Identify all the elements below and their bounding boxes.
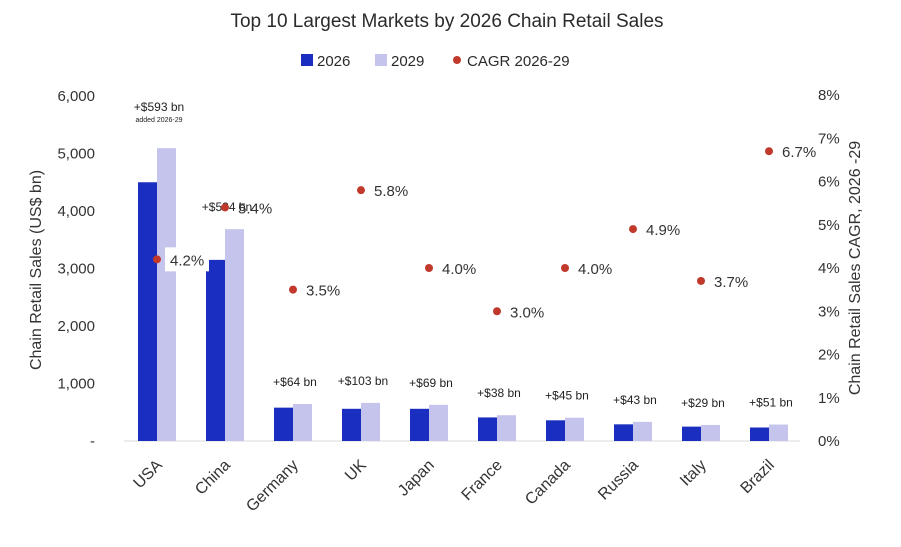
category-label-russia: Russia <box>595 457 642 504</box>
cagr-dot-italy <box>697 276 705 285</box>
bar-2029-uk <box>361 402 380 441</box>
y-tick-label: 5,000 <box>57 146 95 163</box>
cagr-dot-usa <box>153 255 161 264</box>
chart-title: Top 10 Largest Markets by 2026 Chain Ret… <box>230 11 663 32</box>
category-label-canada: Canada <box>522 457 574 509</box>
bar-2026-italy <box>682 426 701 441</box>
category-label-italy: Italy <box>677 457 710 490</box>
y-tick-label: 3,000 <box>57 261 95 278</box>
bar-2026-japan <box>410 408 429 441</box>
y2-tick-label: 0% <box>818 433 840 450</box>
cagr-dot-canada <box>561 264 569 272</box>
y2-tick-label: 7% <box>818 130 840 147</box>
cagr-series: 4.2% 5.4% 3.5% 5.8% 4.0% 3.0% 4.0% 4.9% 3.7% 6.7% <box>153 144 816 321</box>
bar-2029-russia <box>633 421 652 441</box>
y2-axis-label: Chain Retail Sales CAGR, 2026 -29 <box>847 141 864 395</box>
bar-2029-china <box>225 229 244 441</box>
annotation-usa: +$593 bn <box>134 100 184 114</box>
y-tick-label: 2,000 <box>57 318 95 335</box>
category-label-uk: UK <box>342 457 370 485</box>
category-label-china: China <box>192 457 234 499</box>
y2-tick-label: 5% <box>818 217 840 234</box>
cagr-dot-china <box>221 203 229 212</box>
annotation-uk: +$103 bn <box>338 374 388 388</box>
category-label-japan: Japan <box>395 457 438 500</box>
y2-tick-label: 4% <box>818 260 840 277</box>
bar-2026-usa <box>138 182 157 441</box>
y-tick-label: 1,000 <box>57 376 95 393</box>
bar-2029-usa <box>157 148 176 441</box>
bar-2026-uk <box>342 408 361 441</box>
legend-swatch-cagr <box>453 56 461 64</box>
bar-2029-germany <box>293 403 312 441</box>
cagr-label-canada: 4.0% <box>578 261 612 278</box>
y-tick-label: 6,000 <box>57 88 95 105</box>
bar-2026-germany <box>274 407 293 441</box>
y-axis-ticks: - 1,000 2,000 3,000 4,000 5,000 6,000 <box>57 88 95 450</box>
cagr-label-france: 3.0% <box>510 304 544 321</box>
y2-tick-label: 1% <box>818 390 840 407</box>
legend: 2026 2029 CAGR 2026-29 <box>301 53 570 70</box>
legend-label-cagr: CAGR 2026-29 <box>467 53 570 70</box>
legend-label-2026: 2026 <box>317 53 350 70</box>
y2-tick-label: 3% <box>818 303 840 320</box>
bar-2029-japan <box>429 404 448 441</box>
cagr-label-bg-usa <box>165 247 209 272</box>
annotation-brazil: +$51 bn <box>749 396 793 410</box>
y-tick-label: 4,000 <box>57 203 95 220</box>
cagr-label-usa: 4.2% <box>170 252 204 269</box>
bar-2029-canada <box>565 417 584 441</box>
category-label-brazil: Brazil <box>738 457 778 497</box>
y2-tick-label: 8% <box>818 87 840 104</box>
y2-tick-label: 6% <box>818 174 840 191</box>
cagr-label-japan: 4.0% <box>442 261 476 278</box>
cagr-dot-france <box>493 307 501 316</box>
cagr-dot-germany <box>289 285 297 294</box>
annotation-italy: +$29 bn <box>681 396 725 410</box>
bar-2026-russia <box>614 424 633 441</box>
annotation-note: added 2026-29 <box>135 117 182 124</box>
annotation-canada: +$45 bn <box>545 389 589 403</box>
cagr-label-italy: 3.7% <box>714 274 748 291</box>
bar-2029-italy <box>701 424 720 441</box>
category-label-france: France <box>459 457 506 504</box>
cagr-dot-russia <box>629 225 637 234</box>
cagr-label-china: 5.4% <box>238 200 272 217</box>
annotations: +$593 bn+$534 bn+$64 bn +$103 bn +$69 bn+$… <box>134 100 793 410</box>
annotation-japan: +$69 bn <box>409 376 453 390</box>
bars <box>138 148 788 441</box>
x-axis-categories: USA China Germany UK Japan France Canada Russia… <box>131 457 778 516</box>
legend-swatch-2029 <box>375 54 387 66</box>
legend-label-2029: 2029 <box>391 53 424 70</box>
bar-2029-france <box>497 415 516 441</box>
y-axis-label: Chain Retail Sales (US$ bn) <box>28 170 45 370</box>
y2-tick-label: 2% <box>818 347 840 364</box>
cagr-dot-uk <box>357 186 365 195</box>
annotation-germany: +$64 bn <box>273 375 317 389</box>
bar-2026-brazil <box>750 427 769 441</box>
bar-2029-brazil <box>769 424 788 441</box>
category-label-germany: Germany <box>243 457 302 516</box>
y-tick-label: - <box>90 433 95 450</box>
annotation-russia: +$43 bn <box>613 393 657 407</box>
cagr-label-uk: 5.8% <box>374 183 408 200</box>
bar-2026-china <box>206 259 225 441</box>
cagr-label-russia: 4.9% <box>646 222 680 239</box>
cagr-dot-brazil <box>765 147 773 156</box>
annotation-france: +$38 bn <box>477 386 521 400</box>
cagr-dot-japan <box>425 264 433 272</box>
y2-axis-ticks: 0% 1% 2% 3% 4% 5% 6% 7% 8% <box>818 87 840 450</box>
legend-swatch-2026 <box>301 54 313 66</box>
bar-2026-canada <box>546 420 565 441</box>
bar-2026-france <box>478 417 497 441</box>
category-label-usa: USA <box>131 457 167 493</box>
cagr-label-germany: 3.5% <box>306 283 340 300</box>
cagr-label-brazil: 6.7% <box>782 144 816 161</box>
